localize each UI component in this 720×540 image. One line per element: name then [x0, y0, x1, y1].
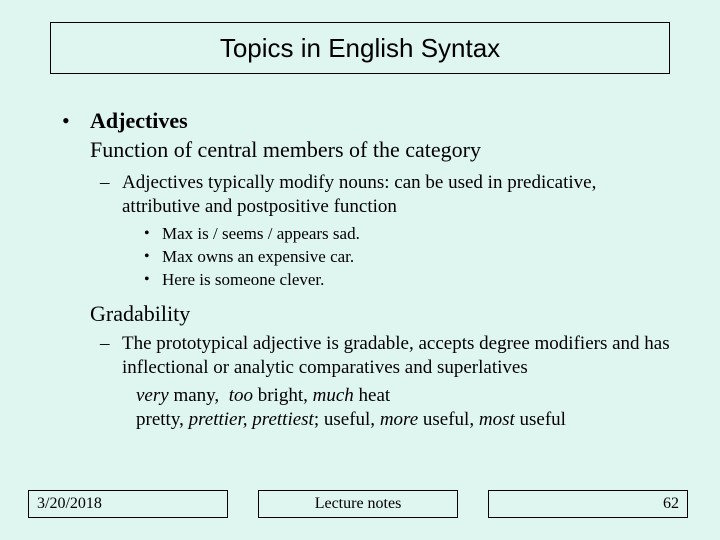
- dash-icon: –: [100, 332, 122, 380]
- footer-date-box: 3/20/2018: [28, 490, 228, 518]
- footer-center: Lecture notes: [315, 495, 402, 513]
- bullet-dot-icon: •: [144, 223, 162, 244]
- dash-gradability-desc: – The prototypical adjective is gradable…: [100, 332, 672, 380]
- example-row-3: • Here is someone clever.: [144, 269, 672, 290]
- dash-icon: –: [100, 171, 122, 219]
- content-area: • Adjectives Function of central members…: [62, 108, 672, 432]
- footer-page: 62: [663, 495, 679, 513]
- heading-adjectives: Adjectives: [90, 108, 188, 134]
- dash-function-desc: – Adjectives typically modify nouns: can…: [100, 171, 672, 219]
- example-row-1: • Max is / seems / appears sad.: [144, 223, 672, 244]
- bullet-adjectives: • Adjectives: [62, 108, 672, 134]
- footer-center-box: Lecture notes: [258, 490, 458, 518]
- example-1: Max is / seems / appears sad.: [162, 223, 360, 244]
- function-text: Adjectives typically modify nouns: can b…: [122, 171, 672, 219]
- subheading-function: Function of central members of the categ…: [90, 136, 672, 163]
- slide-title: Topics in English Syntax: [220, 33, 500, 64]
- gradability-text: The prototypical adjective is gradable, …: [122, 332, 672, 380]
- bullet-dot-icon: •: [62, 108, 90, 134]
- bullet-dot-icon: •: [144, 269, 162, 290]
- footer-date: 3/20/2018: [37, 495, 102, 513]
- gradability-line-2: pretty, prettier, prettiest; useful, mor…: [136, 408, 672, 432]
- title-box: Topics in English Syntax: [50, 22, 670, 74]
- example-2: Max owns an expensive car.: [162, 246, 354, 267]
- example-3: Here is someone clever.: [162, 269, 324, 290]
- subheading-gradability: Gradability: [90, 300, 672, 328]
- footer: 3/20/2018 Lecture notes 62: [0, 490, 720, 522]
- footer-page-box: 62: [488, 490, 688, 518]
- bullet-dot-icon: •: [144, 246, 162, 267]
- gradability-line-1: very many, too bright, much heat: [136, 384, 672, 408]
- example-row-2: • Max owns an expensive car.: [144, 246, 672, 267]
